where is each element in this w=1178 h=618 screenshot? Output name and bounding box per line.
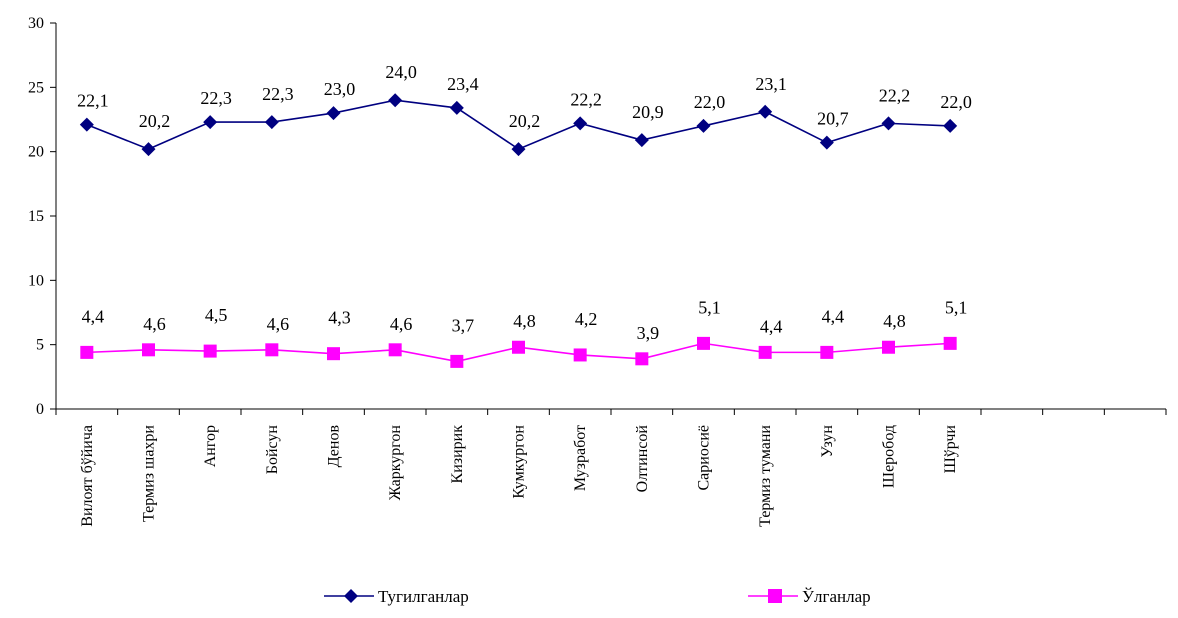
data-label: 4,4 xyxy=(82,306,105,326)
x-category-label: Ангор xyxy=(202,425,219,467)
data-point-square xyxy=(635,352,649,366)
data-point-diamond xyxy=(264,115,279,130)
data-label: 20,2 xyxy=(139,111,171,131)
x-category-label: Сариосиё xyxy=(696,425,713,491)
x-category-label: Узун xyxy=(819,425,836,458)
y-tick-label: 30 xyxy=(28,15,44,32)
data-label: 22,1 xyxy=(77,91,109,111)
data-label: 22,0 xyxy=(940,92,972,112)
y-tick-label: 25 xyxy=(28,79,44,96)
data-label: 4,6 xyxy=(267,314,290,334)
x-category-label: Денов xyxy=(326,425,343,468)
data-point-square xyxy=(573,348,587,362)
data-point-square xyxy=(450,354,464,368)
data-label: 23,1 xyxy=(755,74,787,94)
data-label: 20,7 xyxy=(817,109,849,129)
x-category-label: Шеробод xyxy=(881,425,898,488)
legend-marker-square xyxy=(768,589,782,603)
data-label: 4,2 xyxy=(575,309,598,329)
x-category-label: Кизирик xyxy=(449,425,466,484)
data-label: 22,2 xyxy=(879,85,911,105)
data-label: 3,9 xyxy=(637,323,660,343)
data-point-diamond xyxy=(943,118,958,133)
data-label: 20,9 xyxy=(632,102,664,122)
legend-marker-diamond xyxy=(344,589,358,603)
data-point-square xyxy=(882,340,895,354)
data-point-diamond xyxy=(141,142,156,157)
data-label: 4,4 xyxy=(760,316,783,336)
x-category-label: Бойсун xyxy=(264,425,281,475)
y-tick-label: 0 xyxy=(36,401,44,418)
data-label: 23,4 xyxy=(447,74,479,94)
data-point-diamond xyxy=(511,142,526,157)
data-label: 4,6 xyxy=(143,314,166,334)
x-category-label: Вилоят бўйича xyxy=(79,425,96,527)
data-point-square xyxy=(758,345,772,359)
data-label: 22,3 xyxy=(262,84,294,104)
data-point-diamond xyxy=(449,100,464,115)
x-category-label: Кумкургон xyxy=(511,425,528,499)
data-point-diamond xyxy=(819,135,834,150)
data-point-square xyxy=(697,336,710,350)
data-point-square xyxy=(265,343,279,357)
data-point-square xyxy=(943,336,957,350)
data-label: 24,0 xyxy=(385,62,417,82)
legend-label: Тугилганлар xyxy=(378,587,469,606)
data-point-square xyxy=(512,340,525,354)
data-label: 5,1 xyxy=(945,297,968,317)
data-point-square xyxy=(388,343,402,357)
y-tick-label: 15 xyxy=(28,208,44,225)
data-label: 23,0 xyxy=(324,79,356,99)
data-point-diamond xyxy=(881,116,896,131)
y-tick-label: 5 xyxy=(36,337,44,354)
data-label: 4,6 xyxy=(390,314,413,334)
data-label: 4,5 xyxy=(205,305,228,325)
data-point-square xyxy=(327,347,340,361)
x-category-label: Шўрчи xyxy=(942,425,959,474)
data-label: 22,2 xyxy=(570,89,602,109)
data-point-diamond xyxy=(696,118,711,133)
y-tick-label: 20 xyxy=(28,144,44,161)
data-point-square xyxy=(203,344,217,358)
data-point-diamond xyxy=(388,93,403,108)
data-point-diamond xyxy=(634,133,649,148)
data-label: 20,2 xyxy=(509,111,541,131)
data-label: 5,1 xyxy=(698,297,721,317)
x-category-label: Термиз тумани xyxy=(757,425,774,527)
legend-label: Ўлганлар xyxy=(802,587,871,606)
data-point-diamond xyxy=(203,115,218,130)
data-label: 22,3 xyxy=(200,88,232,108)
x-category-label: Жаркургон xyxy=(387,425,404,501)
x-category-label: Музработ xyxy=(572,425,589,491)
data-point-square xyxy=(142,343,155,357)
data-point-square xyxy=(80,345,94,359)
data-label: 4,4 xyxy=(822,306,845,326)
y-tick-label: 10 xyxy=(28,272,44,289)
x-category-label: Олтинсой xyxy=(634,425,651,493)
data-label: 3,7 xyxy=(452,315,475,335)
x-category-label: Термиз шахри xyxy=(141,425,158,522)
data-label: 22,0 xyxy=(694,92,726,112)
data-point-diamond xyxy=(758,104,773,119)
data-point-diamond xyxy=(326,106,341,121)
data-label: 4,8 xyxy=(513,311,536,331)
data-label: 4,8 xyxy=(883,311,906,331)
data-label: 4,3 xyxy=(328,308,351,328)
data-point-diamond xyxy=(79,117,94,132)
data-point-square xyxy=(820,345,834,359)
data-point-diamond xyxy=(573,116,588,131)
